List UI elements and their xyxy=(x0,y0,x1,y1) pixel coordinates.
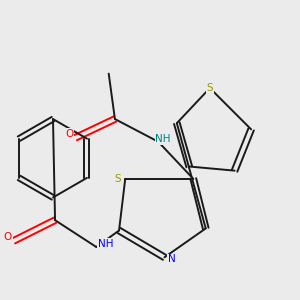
Text: NH: NH xyxy=(155,134,171,144)
Text: O: O xyxy=(65,129,74,139)
Text: N: N xyxy=(168,254,176,264)
Text: S: S xyxy=(115,174,121,184)
Text: NH: NH xyxy=(98,239,113,249)
Text: S: S xyxy=(206,83,213,93)
Text: O: O xyxy=(4,232,12,242)
